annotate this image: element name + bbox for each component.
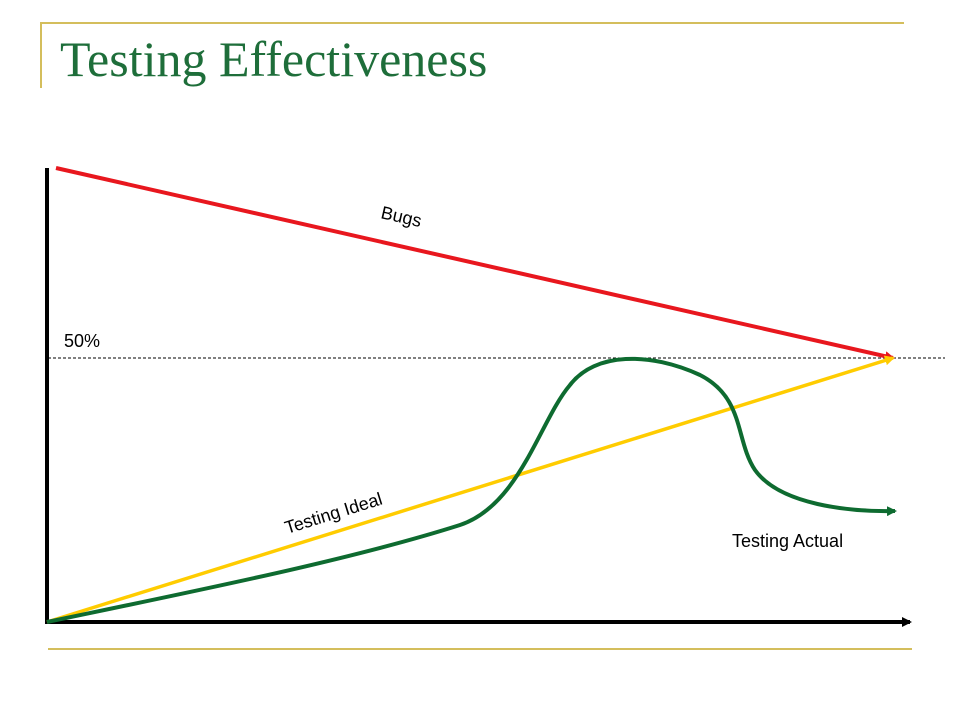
slide-title: Testing Effectiveness (60, 31, 488, 87)
slide-frame-top (40, 22, 904, 24)
testing-ideal-label: Testing Ideal (282, 489, 384, 538)
bugs-line (55, 166, 895, 362)
slide-frame-left (40, 22, 42, 88)
testing-ideal-line (46, 355, 895, 624)
bugs-label: Bugs (379, 202, 423, 231)
threshold-label: 50% (64, 331, 100, 351)
testing-actual-curve (46, 356, 897, 624)
testing-actual-label: Testing Actual (732, 531, 843, 551)
slide-frame-bottom (48, 648, 912, 650)
